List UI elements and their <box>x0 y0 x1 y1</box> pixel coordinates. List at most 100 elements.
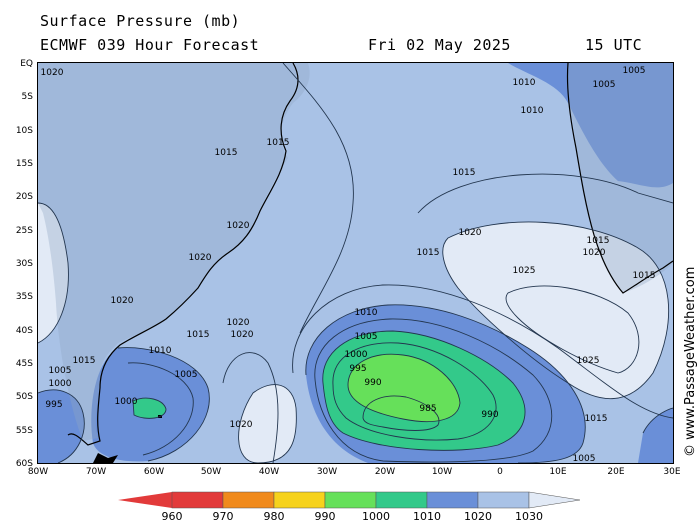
isobar-label: 1005 <box>623 66 646 76</box>
legend-swatch <box>222 491 275 509</box>
isobar-label: 1015 <box>267 138 290 148</box>
lon-tick: 20W <box>375 467 395 477</box>
pressure-band-980-990 <box>348 354 460 422</box>
isobar-label: 990 <box>481 410 498 420</box>
africa-coastline <box>566 63 673 294</box>
isobar-label: 990 <box>364 378 381 388</box>
isobar-label: 1015 <box>587 236 610 246</box>
lon-tick: 40W <box>259 467 279 477</box>
isobar-label: 1015 <box>417 248 440 258</box>
isobar-label: 1025 <box>577 356 600 366</box>
isobar-label: 1015 <box>633 271 656 281</box>
isobar-label: 1020 <box>230 420 253 430</box>
forecast-time: 15 UTC <box>585 36 643 54</box>
legend-label: 1010 <box>413 510 441 523</box>
isobar-label: 1005 <box>573 454 596 463</box>
legend-label: 990 <box>315 510 336 523</box>
legend-label: 1020 <box>464 510 492 523</box>
isobar-label: 1020 <box>227 318 250 328</box>
credit-text: © www.PassageWeather.com <box>683 267 698 457</box>
isobar-label: 1015 <box>187 330 210 340</box>
isobar-label: 1010 <box>513 78 536 88</box>
isobar-label: 1010 <box>149 346 172 356</box>
legend-swatch <box>477 491 530 509</box>
legend-swatch <box>324 491 377 509</box>
legend-swatch <box>426 491 479 509</box>
legend-label: 1000 <box>362 510 390 523</box>
isobar-label: 985 <box>419 404 436 414</box>
legend-label: 970 <box>213 510 234 523</box>
lat-tick: 50S <box>16 392 33 402</box>
lat-tick: 40S <box>16 326 33 336</box>
legend-swatch <box>273 491 326 509</box>
lat-tick: 45S <box>16 359 33 369</box>
lon-tick: 70W <box>86 467 106 477</box>
model-forecast-label: ECMWF 039 Hour Forecast <box>40 36 260 54</box>
isobar-label: 1015 <box>453 168 476 178</box>
legend-label: 980 <box>264 510 285 523</box>
credit-watermark: © www.PassageWeather.com <box>683 267 698 457</box>
lon-tick: 0 <box>497 467 503 477</box>
lat-tick: 35S <box>16 292 33 302</box>
lat-tick: 30S <box>16 259 33 269</box>
isobar-label: 1000 <box>115 397 138 407</box>
legend-swatch <box>171 491 224 509</box>
legend-label: 1030 <box>515 510 543 523</box>
legend-swatch-960-left <box>118 492 172 508</box>
isobar-label: 1020 <box>189 253 212 263</box>
map-title: Surface Pressure (mb) <box>40 12 241 30</box>
lat-tick: 15S <box>16 159 33 169</box>
pressure-map-canvas: 985 990 995 1000 1005 1010 1015 1015 102… <box>38 63 673 463</box>
isobar-label: 1020 <box>583 248 606 258</box>
isobar-label: 1005 <box>49 366 72 376</box>
lat-tick: 55S <box>16 426 33 436</box>
isobar-label: 995 <box>349 364 366 374</box>
isobar-label: 1010 <box>355 308 378 318</box>
lat-tick: 20S <box>16 192 33 202</box>
low-pressure-southwest <box>38 389 85 463</box>
isobar-label: 1005 <box>593 80 616 90</box>
lon-tick: 30E <box>663 467 680 477</box>
lon-tick: 10W <box>432 467 452 477</box>
low-pressure-africa <box>508 63 673 188</box>
lon-tick: 30W <box>317 467 337 477</box>
tierra-del-fuego <box>93 453 118 463</box>
isobar-label: 995 <box>45 400 62 410</box>
lat-tick: 5S <box>22 92 34 102</box>
small-low-1000 <box>133 398 166 419</box>
pressure-band-1020-1030 <box>38 203 69 343</box>
high-pressure-south <box>238 384 297 463</box>
longitude-axis: 80W 70W 60W 50W 40W 30W 20W 10W 0 10E 20… <box>28 467 681 477</box>
isobar-labels: 985 990 995 1000 1005 1010 1015 1015 102… <box>41 66 656 463</box>
isobar-label: 1015 <box>73 356 96 366</box>
pressure-map[interactable]: 985 990 995 1000 1005 1010 1015 1015 102… <box>37 62 674 464</box>
isobar-label: 1025 <box>513 266 536 276</box>
isobar-label: 1020 <box>231 330 254 340</box>
latitude-axis: EQ 5S 10S 15S 20S 25S 30S 35S 40S 45S 50… <box>16 59 34 469</box>
isobar-label: 1005 <box>175 370 198 380</box>
isobar-label: 1010 <box>521 106 544 116</box>
legend-label: 960 <box>162 510 183 523</box>
legend-swatch <box>375 491 428 509</box>
low-pressure-southeast <box>638 408 673 463</box>
pressure-legend: 960 970 980 990 1000 1010 1020 1030 <box>118 491 581 523</box>
isobar-label: 1000 <box>49 379 72 389</box>
lon-tick: 80W <box>28 467 48 477</box>
lat-tick: 60S <box>16 459 33 469</box>
isobar-label: 1015 <box>215 148 238 158</box>
lat-tick: 10S <box>16 126 33 136</box>
high-pressure-atlantic <box>442 221 669 399</box>
isobar-label: 1005 <box>355 332 378 342</box>
isobar-label: 1015 <box>585 414 608 424</box>
lon-tick: 50W <box>201 467 221 477</box>
legend-swatch-1030-right <box>528 491 581 509</box>
south-america-landmass <box>38 63 310 441</box>
isobar-label: 1020 <box>41 68 64 78</box>
lon-tick: 20E <box>607 467 624 477</box>
isobar-label: 1020 <box>227 221 250 231</box>
lon-tick: 10E <box>549 467 566 477</box>
lat-tick: EQ <box>20 59 33 69</box>
lat-tick: 25S <box>16 226 33 236</box>
isobar-label: 1020 <box>111 296 134 306</box>
lon-tick: 60W <box>144 467 164 477</box>
